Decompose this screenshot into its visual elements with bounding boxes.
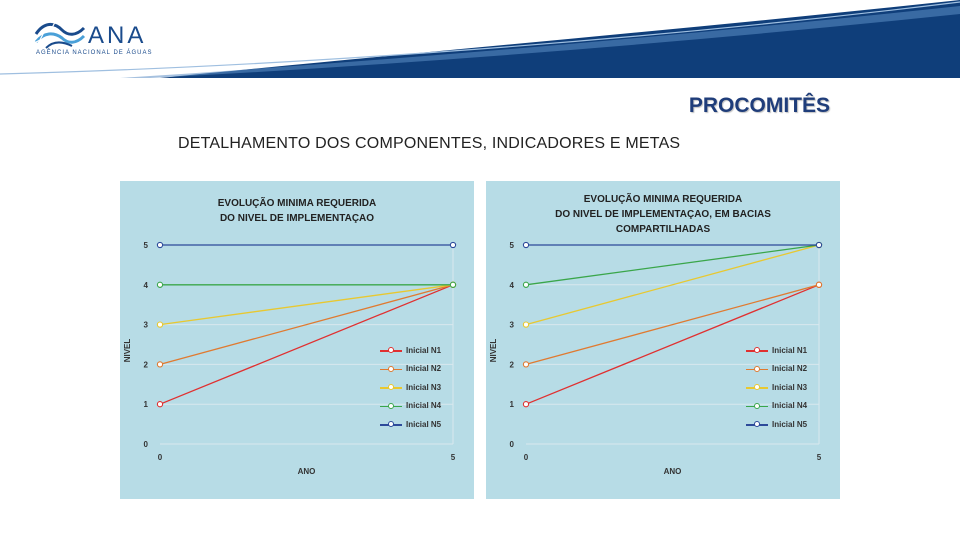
chart-plot: 0 1 2 3 4 5 0 5 ANO NIVEL — [123, 241, 457, 476]
legend-label: Inicial N4 — [772, 401, 808, 411]
legend-swatch — [380, 419, 402, 429]
legend-entry: Inicial N1 — [746, 341, 807, 360]
data-point — [449, 241, 457, 249]
legend-entry: Inicial N4 — [746, 397, 807, 416]
legend-swatch — [380, 364, 402, 374]
series-line — [159, 284, 454, 405]
y-tick-label: 5 — [144, 241, 149, 250]
data-point — [156, 281, 164, 288]
x-axis-label: ANO — [298, 467, 316, 476]
legend-entry: Inicial N4 — [380, 397, 441, 416]
legend-entry: Inicial N2 — [746, 360, 807, 379]
series-line — [525, 244, 820, 286]
chart-panel-implementation: EVOLUÇÃO MINIMA REQUERIDA DO NIVEL DE IM… — [120, 181, 474, 499]
series-line — [525, 244, 820, 326]
y-tick-label: 1 — [144, 400, 149, 409]
y-axis-label: NIVEL — [489, 339, 498, 363]
legend-entry: Inicial N5 — [380, 415, 441, 434]
data-point — [522, 241, 530, 249]
ana-logo — [34, 20, 164, 62]
legend-entry: Inicial N3 — [380, 378, 441, 397]
legend-entry: Inicial N5 — [746, 415, 807, 434]
page-title: PROCOMITÊS — [688, 94, 830, 117]
legend-swatch — [746, 382, 768, 392]
legend-swatch — [380, 345, 402, 355]
chart-title-line: DO NIVEL DE IMPLEMENTAÇAO, EM BACIAS — [555, 209, 771, 220]
y-tick-label: 3 — [510, 321, 515, 330]
y-tick-label: 2 — [510, 360, 515, 369]
legend-swatch — [746, 401, 768, 411]
chart-title: EVOLUÇÃO MINIMA REQUERIDA DO NIVEL DE IM… — [120, 196, 474, 226]
data-point — [156, 361, 164, 368]
chart-plot: 0 1 2 3 4 5 0 5 ANO NIVEL — [489, 241, 823, 476]
series-line — [159, 284, 454, 326]
y-tick-label: 0 — [144, 440, 149, 449]
legend-swatch — [746, 419, 768, 429]
legend-swatch — [746, 364, 768, 374]
x-axis-label: ANO — [664, 467, 682, 476]
y-tick-label: 4 — [510, 281, 515, 290]
legend-label: Inicial N1 — [772, 345, 808, 355]
legend-entry: Inicial N2 — [380, 360, 441, 379]
data-point — [522, 361, 530, 368]
legend-label: Inicial N2 — [406, 364, 442, 374]
legend-entry: Inicial N3 — [746, 378, 807, 397]
y-tick-label: 0 — [510, 440, 515, 449]
legend-label: Inicial N3 — [772, 382, 808, 392]
data-point — [449, 281, 457, 288]
chart-title-line: EVOLUÇÃO MINIMA REQUERIDA — [217, 198, 377, 209]
header-banner: ANA AGÊNCIA NACIONAL DE ÁGUAS — [0, 0, 960, 78]
y-tick-label: 4 — [144, 281, 149, 290]
logo-name: ANA — [88, 22, 147, 49]
legend-entry: Inicial N1 — [380, 341, 441, 360]
series-line — [525, 284, 820, 405]
data-point — [156, 401, 164, 408]
legend-label: Inicial N2 — [772, 364, 808, 374]
legend-label: Inicial N1 — [406, 345, 442, 355]
x-tick-label: 0 — [158, 453, 163, 462]
data-point — [156, 321, 164, 328]
y-tick-label: 3 — [144, 321, 149, 330]
data-point — [815, 241, 823, 249]
header-swoosh — [0, 0, 960, 78]
y-tick-label: 1 — [510, 400, 515, 409]
legend-label: Inicial N5 — [406, 419, 442, 429]
series-line — [525, 284, 820, 366]
page-subtitle: DETALHAMENTO DOS COMPONENTES, INDICADORE… — [178, 135, 681, 152]
chart-legend: Inicial N1 Inicial N2 Inicial N3 Inicial N4… — [380, 341, 441, 434]
legend-swatch — [380, 401, 402, 411]
legend-label: Inicial N3 — [406, 382, 442, 392]
data-point — [522, 321, 530, 328]
logo-subtitle: AGÊNCIA NACIONAL DE ÁGUAS — [36, 50, 153, 56]
brazil-map-icon — [5, 5, 57, 45]
y-axis-label: NIVEL — [123, 339, 132, 363]
chart-panel-shared-basins: EVOLUÇÃO MINIMA REQUERIDA DO NIVEL DE IM… — [486, 181, 840, 499]
series-line — [159, 284, 454, 366]
legend-swatch — [746, 345, 768, 355]
legend-swatch — [380, 382, 402, 392]
data-point — [156, 241, 164, 249]
x-tick-label: 5 — [817, 453, 822, 462]
legend-label: Inicial N4 — [406, 401, 442, 411]
chart-title-line: EVOLUÇÃO MINIMA REQUERIDA — [583, 194, 743, 205]
x-tick-label: 0 — [524, 453, 529, 462]
data-point — [522, 281, 530, 288]
chart-legend: Inicial N1 Inicial N2 Inicial N3 Inicial N4… — [746, 341, 807, 434]
x-tick-label: 5 — [451, 453, 456, 462]
chart-title: EVOLUÇÃO MINIMA REQUERIDA DO NIVEL DE IM… — [486, 192, 840, 237]
chart-title-line: COMPARTILHADAS — [615, 224, 711, 235]
y-tick-label: 5 — [510, 241, 515, 250]
data-point — [815, 281, 823, 288]
chart-title-line: DO NIVEL DE IMPLEMENTAÇAO — [219, 213, 375, 224]
y-tick-label: 2 — [144, 360, 149, 369]
data-point — [522, 401, 530, 408]
logo-wave-icon — [34, 23, 86, 49]
legend-label: Inicial N5 — [772, 419, 808, 429]
